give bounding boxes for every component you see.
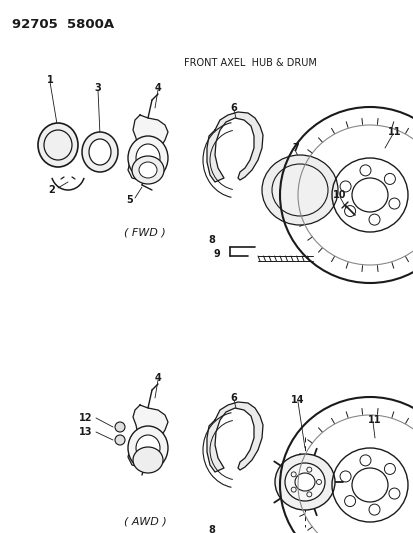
Ellipse shape: [128, 136, 168, 180]
Ellipse shape: [44, 130, 72, 160]
Polygon shape: [206, 402, 262, 472]
Ellipse shape: [136, 435, 159, 461]
Ellipse shape: [82, 132, 118, 172]
Text: 3: 3: [95, 83, 101, 93]
Polygon shape: [206, 112, 262, 182]
Ellipse shape: [294, 473, 314, 491]
Ellipse shape: [89, 139, 111, 165]
Text: ( FWD ): ( FWD ): [124, 227, 166, 237]
Text: 10: 10: [332, 190, 346, 200]
Text: 14: 14: [291, 395, 304, 405]
Text: 4: 4: [154, 373, 161, 383]
Ellipse shape: [128, 426, 168, 470]
Text: 8: 8: [208, 525, 214, 533]
Ellipse shape: [284, 463, 324, 501]
Text: 4: 4: [154, 83, 161, 93]
Text: 9: 9: [213, 249, 219, 259]
Ellipse shape: [271, 159, 327, 211]
Ellipse shape: [274, 454, 334, 510]
Text: 11: 11: [387, 127, 401, 137]
Text: 1: 1: [47, 75, 53, 85]
Text: 2: 2: [48, 185, 55, 195]
Text: 7: 7: [292, 143, 299, 153]
Circle shape: [115, 435, 125, 445]
Text: 8: 8: [208, 235, 214, 245]
Ellipse shape: [38, 123, 78, 167]
Ellipse shape: [136, 144, 159, 172]
Ellipse shape: [279, 166, 319, 204]
Text: 6: 6: [230, 393, 237, 403]
Polygon shape: [128, 405, 168, 467]
Ellipse shape: [271, 164, 327, 216]
Text: 11: 11: [367, 415, 381, 425]
Ellipse shape: [132, 156, 164, 184]
Ellipse shape: [133, 447, 163, 473]
Ellipse shape: [139, 162, 157, 178]
Text: 92705  5800A: 92705 5800A: [12, 18, 114, 31]
Circle shape: [115, 422, 125, 432]
Text: FRONT AXEL  HUB & DRUM: FRONT AXEL HUB & DRUM: [183, 58, 316, 68]
Ellipse shape: [289, 175, 309, 195]
Ellipse shape: [261, 155, 337, 225]
Text: 13: 13: [78, 427, 92, 437]
Polygon shape: [128, 115, 168, 180]
Text: 12: 12: [78, 413, 92, 423]
Text: 6: 6: [230, 103, 237, 113]
Text: 5: 5: [126, 195, 133, 205]
Text: ( AWD ): ( AWD ): [123, 517, 166, 527]
